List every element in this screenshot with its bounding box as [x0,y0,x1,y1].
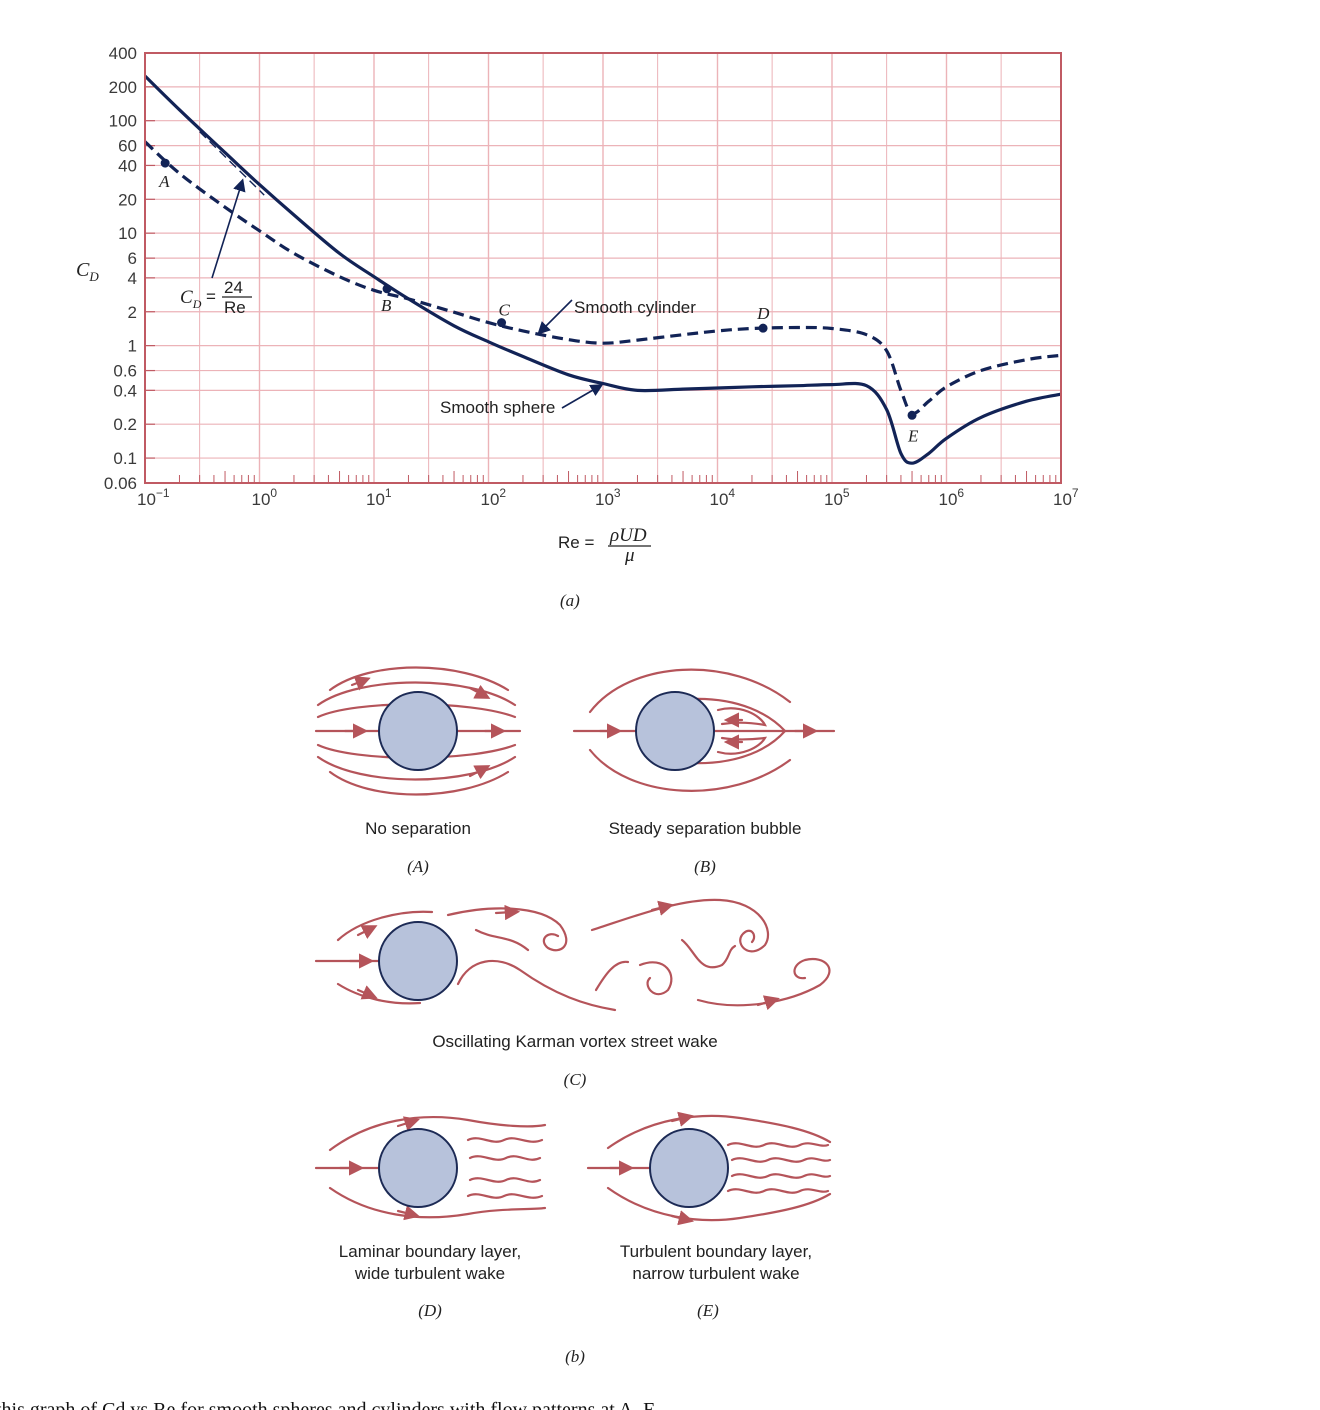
x-tick-label: 103 [595,486,621,509]
svg-text:Re =: Re = [558,533,594,552]
point-d [758,323,768,333]
caption-c: Oscillating Karman vortex street wake [432,1032,717,1051]
cylinder-pointer [537,299,573,335]
drag-coefficient-chart: 10−1 100 101 102 103 104 105 106 107 40020010060… [76,44,1079,610]
chart-points: AB C DE [158,158,919,445]
chart-grid [144,52,1062,484]
y-tick-label: 40 [118,156,137,175]
y-tick-label: 10 [118,224,137,243]
cylinder-body [635,691,715,771]
y-tick-label: 200 [109,78,137,97]
svg-text:μ: μ [624,545,635,566]
sphere-curve [143,74,1062,465]
svg-text:24: 24 [224,278,243,297]
y-tick-label: 0.06 [104,474,137,493]
pattern-separation-bubble: Steady separation bubble (B) [572,668,836,876]
x-axis-label: Re = ρUD μ [558,525,651,566]
cylinder-body [378,1128,458,1208]
svg-text:ρUD: ρUD [609,525,647,546]
cylinder-curve [143,140,1062,416]
caption-e-line2: narrow turbulent wake [632,1264,799,1283]
cylinder-body [378,691,458,771]
cylinder-body [649,1128,729,1208]
x-tick-label: 10−1 [137,486,170,509]
point-label-c: C [499,301,511,320]
panel-a-label: (a) [560,591,580,610]
y-tick-label: 1 [128,337,137,356]
stokes-law-annotation: CD = 24 Re [180,178,252,317]
y-axis-label: CD [76,259,99,284]
x-tick-label: 102 [481,486,507,509]
y-tick-label: 60 [118,137,137,156]
chart-curves [143,74,1062,465]
point-a [160,158,170,168]
caption-a: No separation [365,819,471,838]
caption-e-line1: Turbulent boundary layer, [620,1242,812,1261]
plot-frame [144,52,1062,484]
svg-text:Re: Re [224,298,246,317]
x-tick-label: 105 [824,486,850,509]
letter-c: (C) [564,1070,587,1089]
caption-b: Steady separation bubble [609,819,802,838]
point-b [382,284,392,294]
letter-b: (B) [694,857,716,876]
y-tick-label: 0.6 [113,362,137,381]
svg-text:=: = [206,287,216,306]
pattern-laminar-wide-wake: Laminar boundary layer, wide turbulent w… [314,1115,547,1320]
pattern-no-separation: No separation (A) [314,666,522,876]
y-tick-label: 400 [109,44,137,63]
flow-patterns: No separation (A) Steady separation bubb… [314,666,836,1366]
pattern-turbulent-narrow-wake: Turbulent boundary layer, narrow turbule… [586,1111,832,1320]
sphere-pointer [561,384,604,409]
x-tick-label: 100 [252,486,278,509]
letter-d: (D) [418,1301,442,1320]
y-tick-label: 0.1 [113,449,137,468]
x-tick-label: 106 [939,486,965,509]
sphere-label: Smooth sphere [440,398,555,417]
figure-caption: this graph of Cd vs Re for smooth sphere… [0,1399,655,1410]
letter-a: (A) [407,857,429,876]
y-tick-label: 20 [118,190,137,209]
point-c [497,318,507,328]
stokes-pointer [211,178,246,279]
letter-e: (E) [697,1301,719,1320]
point-label-e: E [907,426,919,445]
y-tick-label: 2 [128,303,137,322]
y-tick-label: 100 [109,112,137,131]
x-tick-label: 107 [1053,486,1079,509]
svg-text:CD: CD [180,287,202,311]
cylinder-label: Smooth cylinder [574,298,696,317]
x-tick-label: 101 [366,486,392,509]
pattern-karman-street: Oscillating Karman vortex street wake (C… [314,898,831,1089]
y-tick-label: 6 [128,249,137,268]
caption-d-line2: wide turbulent wake [354,1264,505,1283]
x-tick-label: 104 [710,486,736,509]
point-label-d: D [756,304,770,323]
caption-d-line1: Laminar boundary layer, [339,1242,521,1261]
y-tick-label: 0.2 [113,415,137,434]
y-tick-label: 4 [128,269,137,288]
cylinder-body [378,921,458,1001]
stokes-curve [199,131,265,196]
point-label-b: B [381,296,392,315]
point-label-a: A [158,172,170,191]
y-tick-label: 0.4 [113,381,137,400]
x-tick-labels: 10−1 100 101 102 103 104 105 106 107 [137,486,1079,509]
panel-b-label: (b) [565,1347,585,1366]
point-e [907,410,917,420]
